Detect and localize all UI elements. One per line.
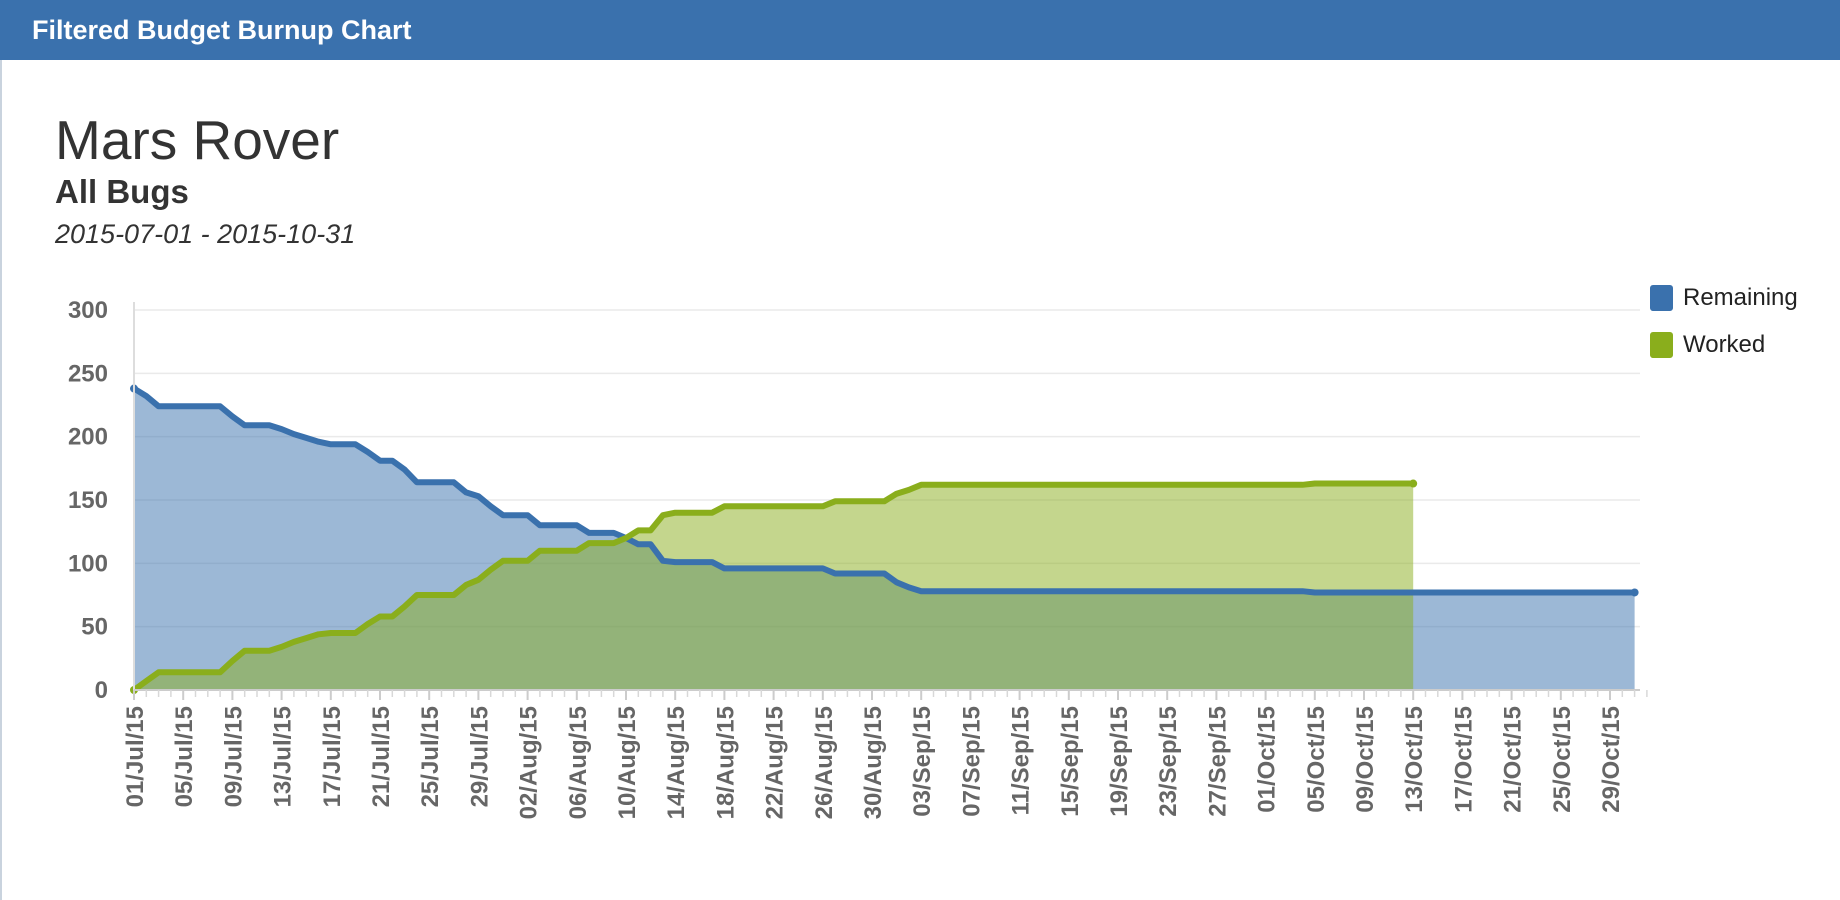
x-tick-label: 03/Sep/15 [909, 706, 936, 817]
x-tick-label: 02/Aug/15 [516, 706, 543, 819]
x-tick-label: 01/Oct/15 [1254, 706, 1281, 813]
point-worked [1409, 479, 1418, 488]
legend-swatch-worked [1650, 332, 1673, 358]
y-tick-label: 100 [68, 550, 108, 577]
y-tick-label: 0 [95, 677, 108, 704]
x-tick-label: 09/Oct/15 [1352, 706, 1379, 813]
x-tick-label: 05/Oct/15 [1303, 706, 1330, 813]
x-tick-label: 19/Sep/15 [1106, 706, 1133, 817]
legend-item-remaining[interactable]: Remaining [1650, 284, 1798, 311]
panel-header: Filtered Budget Burnup Chart [0, 0, 1840, 60]
y-tick-label: 150 [68, 487, 108, 514]
chart-legend: Remaining Worked [1650, 284, 1798, 379]
x-tick-label: 30/Aug/15 [860, 706, 887, 819]
x-tick-label: 26/Aug/15 [811, 706, 838, 819]
x-tick-label: 17/Oct/15 [1450, 706, 1477, 813]
x-tick-label: 25/Jul/15 [417, 706, 444, 807]
x-tick-label: 13/Jul/15 [270, 706, 297, 807]
x-tick-label: 29/Jul/15 [466, 706, 493, 807]
point-remaining [1630, 588, 1639, 597]
x-tick-label: 23/Sep/15 [1155, 706, 1182, 817]
y-tick-label: 300 [68, 297, 108, 324]
x-tick-label: 15/Sep/15 [1057, 706, 1084, 817]
x-tick-label: 10/Aug/15 [614, 706, 641, 819]
legend-label-worked: Worked [1683, 331, 1766, 358]
x-tick-label: 25/Oct/15 [1549, 706, 1576, 813]
x-tick-label: 17/Jul/15 [319, 706, 346, 807]
chart-date-range: 2015-07-01 - 2015-10-31 [55, 219, 356, 249]
x-tick-label: 14/Aug/15 [663, 706, 690, 819]
x-tick-label: 27/Sep/15 [1204, 706, 1231, 817]
panel-title: Filtered Budget Burnup Chart [32, 14, 412, 45]
x-tick-label: 09/Jul/15 [220, 706, 247, 807]
x-tick-label: 13/Oct/15 [1401, 706, 1428, 813]
x-axis-ticks: 01/Jul/15 05/Jul/15 09/Jul/15 13/Jul/15 17/J… [122, 690, 1648, 819]
chart-subtitle: All Bugs [55, 173, 189, 210]
x-tick-label: 06/Aug/15 [565, 706, 592, 819]
x-tick-label: 05/Jul/15 [171, 706, 198, 807]
chart-titles: Mars Rover All Bugs 2015-07-01 - 2015-10… [55, 108, 355, 252]
y-tick-label: 250 [68, 360, 108, 387]
x-tick-label: 07/Sep/15 [958, 706, 985, 817]
chart-title: Mars Rover [55, 109, 340, 171]
x-tick-label: 21/Oct/15 [1500, 706, 1527, 813]
x-tick-label: 22/Aug/15 [762, 706, 789, 819]
x-tick-label: 21/Jul/15 [368, 706, 395, 807]
y-tick-label: 50 [81, 614, 108, 641]
y-axis-ticks: 0 50 100 150 200 250 300 [68, 297, 108, 704]
x-tick-label: 29/Oct/15 [1598, 706, 1625, 813]
legend-label-remaining: Remaining [1683, 284, 1798, 311]
series-lines [130, 384, 1639, 694]
legend-swatch-remaining [1650, 285, 1673, 311]
x-tick-label: 11/Sep/15 [1008, 706, 1035, 815]
y-tick-label: 200 [68, 424, 108, 451]
x-tick-label: 18/Aug/15 [712, 706, 739, 819]
x-tick-label: 01/Jul/15 [122, 706, 149, 807]
legend-item-worked[interactable]: Worked [1650, 331, 1798, 358]
line-worked [131, 480, 1417, 693]
series-areas [134, 388, 1635, 690]
area-worked [134, 483, 1414, 690]
line-remaining [131, 385, 1638, 596]
panel-frame [0, 60, 2, 900]
